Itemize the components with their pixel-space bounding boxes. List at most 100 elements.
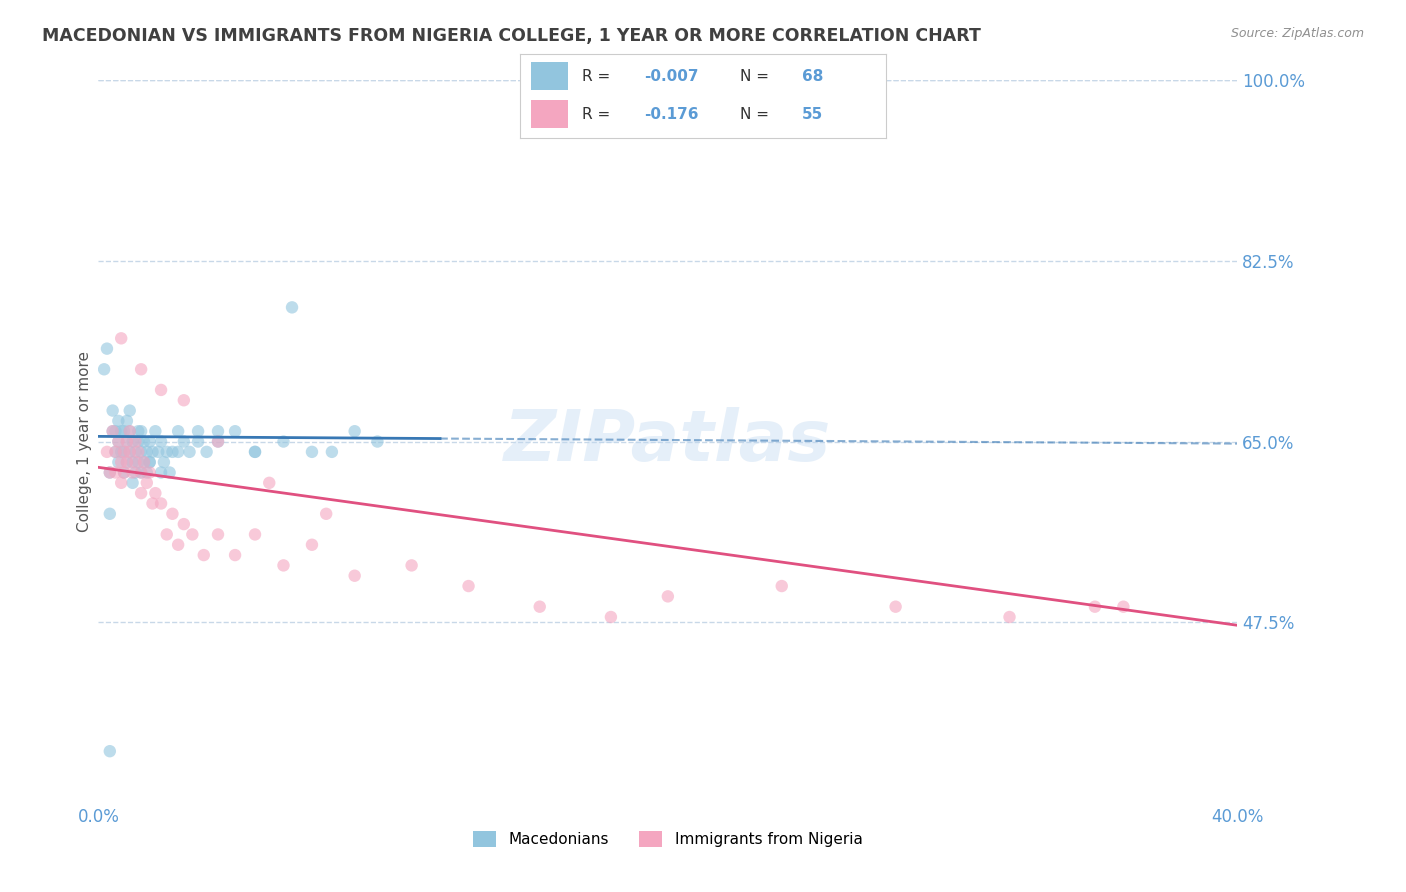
Point (207, 527, 229, 541)
Point (118, 445, 141, 459)
Point (657, 590, 679, 604)
Point (124, 445, 146, 459)
Point (98, 466, 121, 480)
Point (132, 434, 155, 449)
Point (129, 466, 152, 480)
Point (121, 455, 143, 469)
Point (121, 434, 143, 449)
Point (115, 455, 138, 469)
Point (207, 434, 229, 449)
Point (115, 434, 138, 449)
Point (167, 538, 190, 552)
Point (153, 455, 176, 469)
Point (173, 517, 195, 532)
Point (121, 466, 143, 480)
Point (112, 445, 135, 459)
Point (132, 455, 155, 469)
Point (98, 507, 121, 521)
Point (600, 610, 623, 624)
Point (132, 455, 155, 469)
Point (115, 434, 138, 449)
Text: 55: 55 (801, 107, 823, 122)
Text: Source: ZipAtlas.com: Source: ZipAtlas.com (1230, 27, 1364, 40)
Point (104, 445, 127, 459)
Point (104, 424, 127, 438)
Point (129, 362, 152, 376)
Point (1112, 599, 1135, 614)
Point (243, 445, 266, 459)
Point (118, 424, 141, 438)
Point (107, 434, 129, 449)
Point (93, 362, 115, 376)
Point (118, 403, 141, 417)
Point (162, 507, 184, 521)
Point (115, 414, 138, 428)
Point (115, 455, 138, 469)
Point (187, 434, 209, 449)
Text: -0.007: -0.007 (644, 69, 699, 84)
Point (156, 527, 179, 541)
Point (124, 455, 146, 469)
Point (187, 424, 209, 438)
Point (1084, 599, 1107, 614)
Point (112, 424, 135, 438)
Point (127, 455, 149, 469)
Point (173, 393, 195, 408)
Point (135, 445, 157, 459)
Bar (531, 62, 568, 90)
Point (224, 548, 246, 562)
Point (162, 445, 184, 459)
Point (101, 403, 124, 417)
Point (96, 445, 118, 459)
Point (457, 579, 479, 593)
Point (315, 507, 337, 521)
Point (224, 424, 246, 438)
Text: 68: 68 (801, 69, 823, 84)
Point (118, 424, 141, 438)
Text: R =: R = (582, 107, 620, 122)
Point (110, 424, 132, 438)
Point (127, 434, 149, 449)
Point (167, 445, 190, 459)
Point (273, 558, 295, 573)
Point (259, 475, 281, 490)
Point (124, 466, 146, 480)
Point (150, 434, 173, 449)
Point (273, 434, 295, 449)
Point (127, 424, 149, 438)
Point (145, 424, 167, 438)
Point (150, 466, 173, 480)
Point (150, 383, 173, 397)
Text: -0.176: -0.176 (644, 107, 699, 122)
Point (145, 486, 167, 500)
Point (343, 424, 366, 438)
Point (207, 424, 229, 438)
Text: R =: R = (582, 69, 616, 84)
Point (107, 434, 129, 449)
Point (101, 424, 124, 438)
Point (179, 445, 201, 459)
Point (998, 610, 1021, 624)
Point (129, 424, 152, 438)
Point (207, 434, 229, 449)
Point (112, 466, 135, 480)
Point (321, 445, 343, 459)
Point (343, 568, 366, 582)
Point (124, 434, 146, 449)
Bar (531, 100, 568, 128)
Point (173, 434, 195, 449)
Point (135, 466, 157, 480)
Point (159, 466, 181, 480)
Point (107, 414, 129, 428)
Point (129, 445, 152, 459)
Point (98, 466, 121, 480)
Point (98, 744, 121, 758)
Legend: Macedonians, Immigrants from Nigeria: Macedonians, Immigrants from Nigeria (467, 825, 869, 853)
Point (104, 466, 127, 480)
Point (301, 445, 323, 459)
Point (167, 424, 190, 438)
Point (281, 301, 304, 315)
Point (156, 445, 179, 459)
Point (112, 466, 135, 480)
Point (243, 445, 266, 459)
